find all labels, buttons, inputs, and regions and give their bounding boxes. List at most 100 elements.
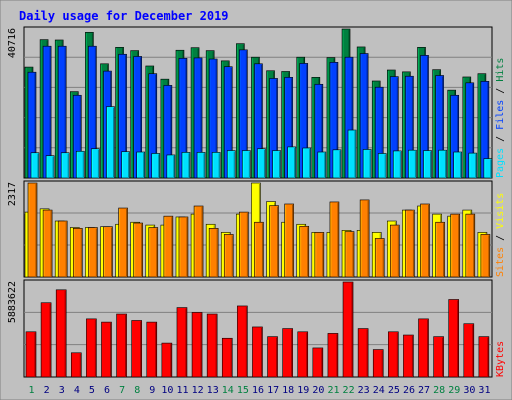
x-tick-label: 17 [267,385,279,396]
x-tick-label: 5 [89,385,95,396]
x-tick-label: 1 [29,385,35,396]
legend-hits: Hits [495,58,506,82]
x-tick-label: 8 [134,385,140,396]
sites-bar [103,226,113,278]
sites-bar [239,211,249,278]
sites-bar [359,199,370,278]
sites-bar [163,215,174,278]
kbytes-bar [25,331,37,378]
x-tick-label: 23 [358,385,370,396]
x-tick-label: 6 [104,385,110,396]
sites-bar [118,207,128,278]
files-bar [57,45,67,179]
pages-bar [393,150,402,179]
kbytes-bar [342,281,354,378]
kbytes-bar [131,320,142,378]
pages-bar [91,148,100,179]
kbytes-bar [357,328,369,378]
pages-bar [423,150,432,179]
sites-bar [133,222,143,278]
kbytes-bar [282,328,293,378]
pages-bar [75,150,85,179]
pages-bar [438,149,447,179]
legend-labels: Sites / Visits [495,193,506,277]
pages-bar [30,152,40,179]
legend-sites: Sites [495,247,506,277]
pages-bar [106,106,115,179]
legend-labels: Pages / Files / Hits [495,58,506,178]
kbytes-bar [252,326,263,378]
y-max-label: 40716 [7,28,18,58]
panel-visits-sites: 2317 Sites / Visits [7,180,506,278]
x-tick-label: 9 [149,385,155,396]
sites-bar [405,209,415,278]
y-max-label: 5883622 [7,281,18,323]
legend-separator: / [495,229,506,247]
pages-bar [181,152,191,179]
x-tick-label: 27 [418,385,430,396]
x-tick-label: 22 [343,385,355,396]
kbytes-bar [448,299,460,378]
pages-bar [45,155,55,179]
x-tick-label: 14 [222,385,234,396]
kbytes-bar [70,352,82,378]
kbytes-bar [40,302,52,378]
kbytes-bar [312,347,324,378]
pages-bar [196,152,206,179]
kbytes-bar [267,336,278,378]
legend-visits: Visits [495,193,506,229]
legend-separator: / [495,130,506,148]
kbytes-bar [403,334,414,378]
sites-bar [299,225,310,278]
files-bar [42,45,52,179]
x-tick-label: 3 [59,385,65,396]
sites-bar [193,205,204,278]
sites-bar [254,221,264,278]
legend-files: Files [495,100,506,130]
kbytes-bar [101,321,112,378]
x-tick-label: 7 [119,385,125,396]
x-tick-label: 15 [237,385,249,396]
x-tick-label: 24 [373,385,385,396]
x-tick-label: 20 [312,385,324,396]
x-tick-label: 13 [207,385,219,396]
pages-bar [332,149,342,179]
kbytes-bar [176,307,188,378]
sites-bar [284,203,294,278]
kbytes-bar [297,331,309,378]
sites-bar [344,231,355,278]
x-tick-label: 25 [388,385,400,396]
sites-bar [450,213,461,278]
kbytes-bar [161,342,173,378]
sites-bar [329,201,340,278]
pages-bar [226,150,236,179]
sites-bar [223,234,234,278]
sites-bar [72,228,83,278]
y-max-label: 2317 [7,182,18,206]
pages-bar [468,152,478,179]
x-tick-label: 21 [327,385,339,396]
x-tick-label: 29 [448,385,460,396]
pages-bar [408,149,417,179]
legend-kbytes: KBytes [495,341,506,377]
kbytes-bar [237,305,248,378]
x-tick-label: 31 [478,385,490,396]
pages-bar [317,151,327,179]
sites-bar [88,227,98,278]
x-tick-label: 30 [463,385,475,396]
pages-bar [257,148,266,179]
kbytes-bar [55,289,67,378]
x-tick-label: 26 [403,385,415,396]
pages-bar [60,152,70,179]
kbytes-bar [372,349,384,378]
pages-bar [211,152,221,179]
pages-bar [151,153,161,179]
pages-bar [302,147,312,179]
kbytes-bar [433,336,444,378]
kbytes-bar [388,331,399,378]
sites-bar [314,232,325,278]
kbytes-bar [191,312,203,378]
x-tick-label: 2 [44,385,50,396]
x-tick-label: 10 [161,385,173,396]
